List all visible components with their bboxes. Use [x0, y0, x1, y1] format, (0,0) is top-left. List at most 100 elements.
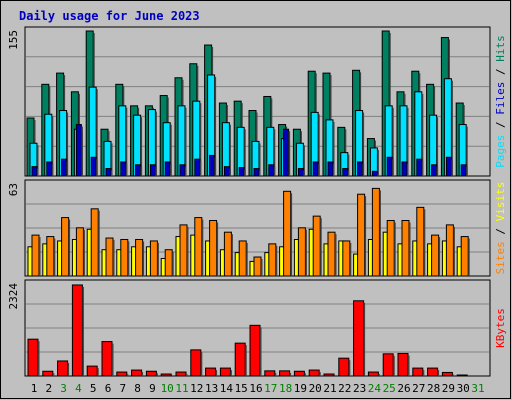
sites-bar-19	[297, 227, 306, 277]
kbytes-bar-17	[264, 370, 276, 377]
pages-bar-21	[327, 161, 334, 177]
kbytes-bar-24-shade	[378, 374, 380, 376]
kbytes-bar-24	[367, 371, 379, 377]
sites-bar-7-shade	[127, 241, 130, 276]
pages-bar-14	[223, 166, 230, 177]
pages-bar-16	[253, 168, 260, 177]
day-label-6: 6	[105, 382, 112, 395]
kbytes-bar-29-shade	[452, 374, 454, 376]
day-label-19: 19	[294, 382, 307, 395]
sites-bar-24	[371, 187, 380, 277]
series-label-hits: Hits	[494, 35, 507, 62]
sites-bar-20	[312, 215, 321, 277]
pages-bar-9	[149, 164, 156, 177]
files-bar-13-shade	[214, 76, 217, 176]
pages-bar-13-shade	[214, 157, 217, 176]
pages-bar-29-shade	[451, 159, 453, 176]
sites-bar-22	[342, 240, 351, 277]
sites-bar-4	[75, 227, 84, 277]
series-label-separator: /	[494, 62, 507, 82]
sites-bar-2	[46, 236, 55, 277]
sites-bar-22-shade	[349, 242, 352, 276]
sites-bar-25-shade	[394, 222, 396, 276]
sites-bar-20-shade	[320, 218, 322, 276]
ymax-label-2: 2324	[7, 283, 20, 310]
pages-bar-17	[268, 164, 275, 177]
kbytes-bar-2	[42, 370, 54, 377]
pages-bar-30-shade	[466, 166, 468, 176]
sites-bar-17-shade	[275, 245, 278, 276]
sites-bar-12-shade	[201, 219, 204, 276]
kbytes-bar-19	[293, 370, 305, 377]
sites-bar-29-shade	[453, 226, 455, 276]
day-label-11: 11	[175, 382, 188, 395]
day-label-23: 23	[353, 382, 366, 395]
sites-bar-26-shade	[409, 222, 411, 276]
pages-bar-8	[135, 164, 142, 177]
files-bar-9-shade	[155, 111, 157, 176]
kbytes-bar-11	[175, 371, 187, 377]
pages-bar-11	[179, 164, 186, 177]
kbytes-bar-30	[456, 374, 468, 377]
series-label-visits: Visits	[494, 182, 507, 222]
series-axis-label-2: KBytes	[494, 308, 507, 348]
series-label-pages: Pages	[494, 135, 507, 168]
pages-bar-17-shade	[273, 166, 276, 176]
pages-bar-2	[46, 161, 53, 177]
pages-bar-5	[90, 156, 97, 177]
pages-bar-18-shade	[288, 131, 291, 176]
sites-bar-9-shade	[157, 242, 159, 276]
kbytes-bar-1	[27, 338, 39, 377]
kbytes-bar-18	[279, 370, 291, 377]
day-label-3: 3	[60, 382, 67, 395]
kbytes-bar-9	[145, 370, 157, 377]
sites-bar-18-shade	[290, 193, 293, 276]
pages-bar-11-shade	[185, 166, 187, 176]
sites-bar-19-shade	[305, 229, 307, 276]
sites-bar-21	[327, 231, 336, 277]
sites-bar-30-shade	[468, 238, 470, 276]
kbytes-bar-23	[353, 300, 365, 377]
kbytes-bar-28	[427, 367, 439, 377]
pages-bar-6-shade	[111, 170, 113, 176]
files-bar-27-shade	[421, 93, 424, 176]
series-label-files: Files	[494, 82, 507, 115]
day-label-2: 2	[45, 382, 52, 395]
pages-bar-14-shade	[229, 168, 231, 176]
kbytes-bar-5-shade	[97, 368, 99, 376]
day-label-22: 22	[338, 382, 351, 395]
pages-bar-3	[61, 158, 68, 177]
day-label-24: 24	[368, 382, 382, 395]
pages-bar-29	[445, 156, 452, 177]
kbytes-bar-4	[71, 284, 83, 377]
sites-bar-8-shade	[142, 241, 145, 276]
sites-bar-1-shade	[39, 237, 41, 276]
pages-bar-19	[297, 168, 304, 177]
pages-bar-22-shade	[347, 170, 350, 176]
files-bar-16-shade	[259, 143, 261, 176]
kbytes-bar-26	[397, 352, 409, 377]
files-bar-26-shade	[407, 107, 409, 176]
sites-bar-8	[135, 238, 144, 277]
kbytes-bar-28-shade	[437, 370, 440, 376]
pages-bar-27	[416, 158, 423, 177]
ymax-label-1: 63	[7, 183, 20, 196]
files-bar-3-shade	[66, 112, 69, 176]
kbytes-bar-6-shade	[112, 343, 114, 376]
sites-bar-5-shade	[98, 210, 100, 276]
pages-bar-30	[460, 164, 467, 177]
files-bar-30-shade	[466, 126, 468, 176]
pages-bar-13	[209, 154, 216, 177]
kbytes-bar-18-shade	[289, 372, 292, 376]
kbytes-bar-3	[57, 360, 69, 377]
files-bar-21-shade	[333, 121, 335, 176]
pages-bar-1	[31, 166, 38, 177]
kbytes-bar-27-shade	[422, 370, 425, 376]
sites-bar-25	[386, 220, 395, 277]
files-bar-23-shade	[362, 112, 365, 176]
chart-title: Daily usage for June 2023	[19, 9, 200, 23]
kbytes-bar-9-shade	[156, 373, 158, 376]
sites-bar-15	[238, 240, 247, 277]
